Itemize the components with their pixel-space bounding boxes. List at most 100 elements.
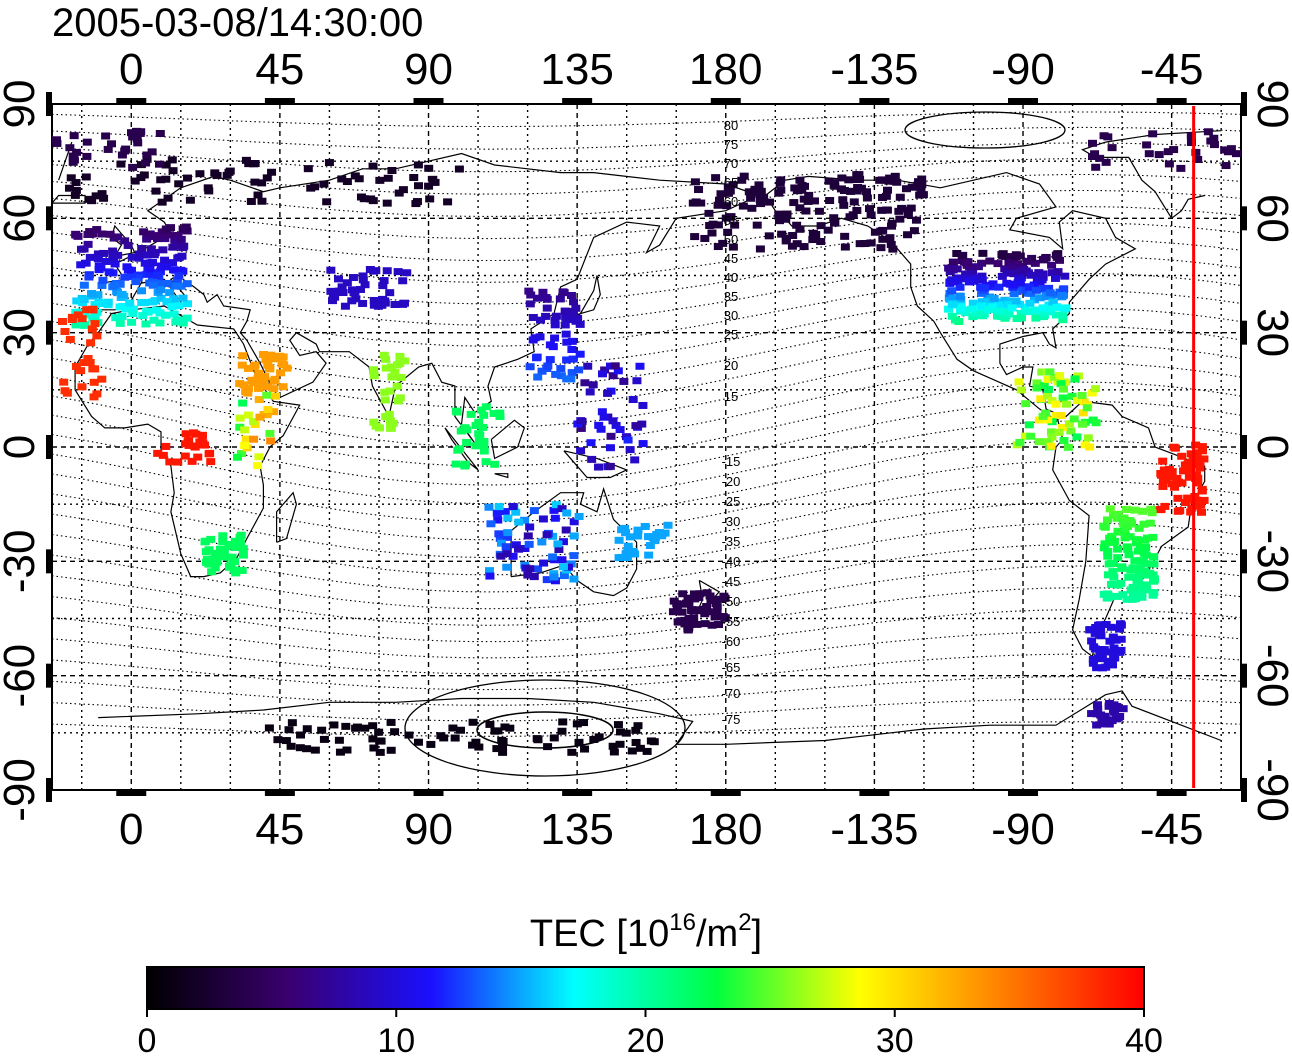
tec-cell <box>1158 477 1168 485</box>
map-panel: 80 75 70 65 60 55 50 45 40 35 30 25 20 15 -15 -20 -25 -30… <box>46 92 1247 802</box>
tec-cell <box>342 746 352 754</box>
contour-label: -50 <box>722 594 741 609</box>
tec-cell <box>206 458 216 466</box>
tec-cell <box>1127 520 1137 528</box>
tec-cell <box>541 312 551 320</box>
tec-cell <box>520 544 530 552</box>
tec-cell <box>1176 164 1186 172</box>
tec-cell <box>739 172 749 180</box>
tec-cell <box>775 217 785 225</box>
tec-cell <box>999 307 1009 315</box>
tec-cell <box>528 336 538 344</box>
tec-cell <box>97 230 107 238</box>
tec-cell <box>498 748 508 756</box>
tec-cell <box>511 541 521 549</box>
right-tick <box>1241 206 1247 231</box>
tec-cell <box>1095 621 1105 629</box>
tec-cell <box>494 530 504 538</box>
tec-cell <box>765 198 775 206</box>
tec-cell <box>1077 391 1087 399</box>
tec-cell <box>302 725 312 733</box>
tec-cell <box>1149 553 1159 561</box>
tec-cell <box>393 268 403 276</box>
tec-cell <box>1130 557 1140 565</box>
tec-cell <box>152 232 162 240</box>
tec-cell <box>700 234 710 242</box>
tec-cell <box>71 362 81 370</box>
tec-cell <box>890 172 900 180</box>
tec-cell <box>609 748 619 756</box>
tec-cell <box>1156 471 1166 479</box>
tec-cell <box>322 198 332 206</box>
tec-cell <box>1170 444 1180 452</box>
tec-cell <box>1109 573 1119 581</box>
tec-cell <box>551 312 561 320</box>
tec-cell <box>1014 378 1024 386</box>
tec-cell <box>1197 485 1207 493</box>
tec-cell <box>155 319 165 327</box>
tec-cell <box>183 174 193 182</box>
tec-cell <box>1030 259 1040 267</box>
tec-cell <box>1083 434 1093 442</box>
tec-cell <box>474 430 484 438</box>
tec-cell <box>1220 146 1230 154</box>
tec-cell <box>77 315 87 323</box>
tec-cell <box>1091 419 1101 427</box>
bottom-lon-label: -135 <box>830 805 918 854</box>
tec-cell <box>605 362 615 370</box>
tec-cell <box>80 311 90 319</box>
tec-cell <box>875 176 885 184</box>
tec-cell <box>613 721 623 729</box>
tec-cell <box>707 621 717 629</box>
contour-label: 80 <box>724 118 738 133</box>
tec-cell <box>52 136 61 144</box>
tec-cell <box>520 516 530 524</box>
tec-cell <box>948 294 958 302</box>
tec-cell <box>210 549 220 557</box>
tec-cell <box>968 299 978 307</box>
tec-cell <box>355 285 365 293</box>
contour-label: 30 <box>724 308 738 323</box>
tec-cell <box>1016 314 1026 322</box>
tec-cell <box>663 521 673 529</box>
tec-cell <box>1103 552 1113 560</box>
tec-cell <box>1037 276 1047 284</box>
tec-cell <box>594 463 604 471</box>
tec-cell <box>210 564 220 572</box>
tec-cell <box>1209 134 1219 142</box>
tec-cell <box>892 178 902 186</box>
tec-cell <box>98 276 108 284</box>
tec-cell <box>1186 139 1196 147</box>
tec-cell <box>158 451 168 459</box>
tec-cell <box>554 546 564 554</box>
tec-cell <box>279 361 289 369</box>
tec-cell <box>319 180 329 188</box>
tec-cell <box>387 166 397 174</box>
tec-cell <box>838 196 848 204</box>
tec-cell <box>700 620 710 628</box>
tec-cell <box>358 276 368 284</box>
tec-cell <box>230 544 240 552</box>
top-longitude-labels: 0 45 90 135 180 -135 -90 -45 <box>119 45 1203 94</box>
tec-cell <box>580 379 590 387</box>
tec-cell <box>713 243 723 251</box>
contour-label: 15 <box>724 389 738 404</box>
tec-cell <box>1167 480 1177 488</box>
tec-cell <box>884 177 894 185</box>
tec-cell <box>628 396 638 404</box>
tec-cell <box>702 589 712 597</box>
tec-cell <box>1108 661 1118 669</box>
tec-cell <box>1052 303 1062 311</box>
tec-cell <box>526 291 536 299</box>
tec-cell <box>218 532 228 540</box>
tec-cell <box>71 179 81 187</box>
tec-cell <box>1163 148 1173 156</box>
tec-cell <box>808 236 818 244</box>
tec-cell <box>1109 511 1119 519</box>
tec-cell <box>238 399 248 407</box>
tec-cell <box>1169 146 1179 154</box>
tec-cell <box>640 522 650 530</box>
tec-cell <box>1113 581 1123 589</box>
tec-cell <box>79 245 89 253</box>
tec-cell <box>979 310 989 318</box>
